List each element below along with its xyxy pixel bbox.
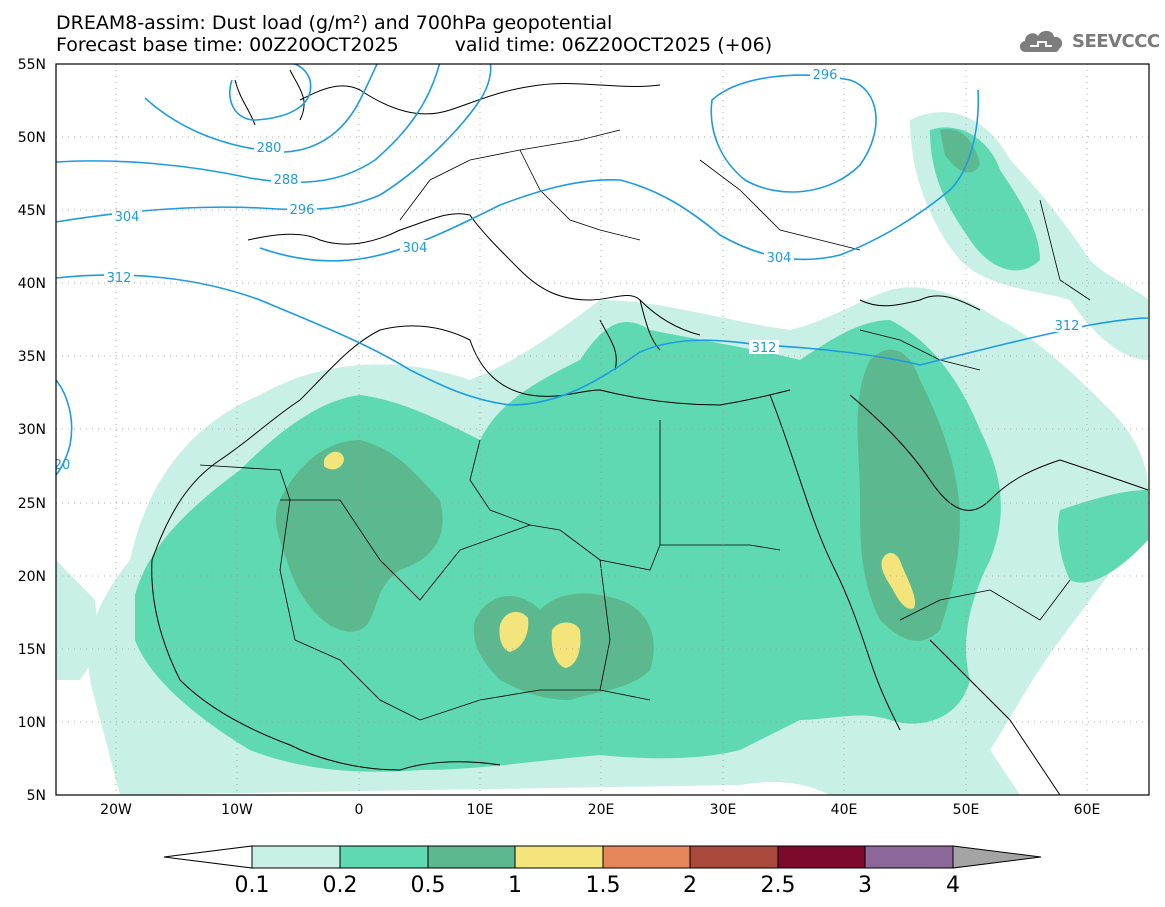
longitude-axis: 20W 10W 0 10E 20E 30E 40E 50E 60E bbox=[100, 802, 1100, 818]
lon-label: 60E bbox=[1074, 802, 1101, 818]
contour-label: 280 bbox=[257, 141, 282, 156]
forecast-base-time: Forecast base time: 00Z20OCT2025 bbox=[56, 34, 399, 56]
colorbar-segment bbox=[602, 845, 691, 869]
contour-labels: 280 288 296 304 304 312 296 304 312 312 … bbox=[54, 68, 1082, 473]
gridlines bbox=[56, 64, 1149, 795]
lat-label: 20N bbox=[18, 569, 46, 585]
lat-label: 10N bbox=[18, 715, 46, 731]
contour-label: 288 bbox=[274, 173, 299, 188]
logo-text: SEEVCCC bbox=[1072, 30, 1160, 52]
lon-label: 20W bbox=[100, 802, 132, 818]
contour-label: 304 bbox=[767, 251, 792, 266]
lon-label: 40E bbox=[831, 802, 858, 818]
colorbar-label: 1.5 bbox=[586, 873, 621, 898]
contour-label: 304 bbox=[115, 210, 140, 225]
lon-label: 30E bbox=[710, 802, 737, 818]
colorbar-label: 0.2 bbox=[323, 873, 358, 898]
time-info: Forecast base time: 00Z20OCT2025 valid ti… bbox=[56, 34, 772, 56]
contour-label: 20 bbox=[54, 458, 71, 473]
country-borders bbox=[199, 129, 1091, 721]
colorbar-labels: 0.1 0.2 0.5 1 1.5 2 2.5 3 4 bbox=[235, 873, 961, 898]
valid-time: valid time: 06Z20OCT2025 (+06) bbox=[454, 34, 773, 56]
map-frame bbox=[55, 63, 1150, 796]
coastlines bbox=[151, 69, 1149, 795]
colorbar-label: 2.5 bbox=[761, 873, 796, 898]
lat-label: 35N bbox=[18, 349, 46, 365]
lon-label: 10E bbox=[467, 802, 494, 818]
geopotential-contours bbox=[56, 64, 1149, 476]
colorbar bbox=[163, 845, 1042, 869]
colorbar-segment bbox=[427, 845, 516, 869]
colorbar-segment bbox=[777, 845, 866, 869]
lat-label: 45N bbox=[18, 203, 46, 219]
colorbar-label: 0.1 bbox=[235, 873, 270, 898]
lat-label: 30N bbox=[18, 422, 46, 438]
lon-label: 0 bbox=[355, 802, 364, 818]
lat-label: 25N bbox=[18, 496, 46, 512]
colorbar-segment bbox=[514, 845, 604, 869]
colorbar-segment bbox=[339, 845, 429, 869]
lat-label: 15N bbox=[18, 642, 46, 658]
lat-label: 50N bbox=[18, 130, 46, 146]
contour-label: 312 bbox=[107, 271, 132, 286]
cloud-icon bbox=[1019, 30, 1063, 52]
lat-label: 40N bbox=[18, 276, 46, 292]
contour-label: 304 bbox=[403, 241, 428, 256]
lon-label: 20E bbox=[588, 802, 615, 818]
colorbar-label: 3 bbox=[858, 873, 872, 898]
colorbar-label: 0.5 bbox=[411, 873, 446, 898]
seevccc-logo: SEEVCCC bbox=[1016, 24, 1160, 58]
contour-label: 312 bbox=[752, 341, 777, 356]
colorbar-label: 4 bbox=[946, 873, 960, 898]
colorbar-segment bbox=[689, 845, 779, 869]
colorbar-label: 2 bbox=[683, 873, 697, 898]
lon-label: 50E bbox=[953, 802, 980, 818]
chart-title: DREAM8-assim: Dust load (g/m²) and 700hP… bbox=[56, 12, 613, 34]
contour-label: 296 bbox=[813, 68, 838, 83]
contour-label: 312 bbox=[1055, 319, 1080, 334]
colorbar-high-arrow bbox=[952, 845, 1042, 869]
colorbar-label: 1 bbox=[508, 873, 522, 898]
colorbar-segment bbox=[864, 845, 954, 869]
lon-label: 10W bbox=[221, 802, 253, 818]
colorbar-segment bbox=[251, 845, 341, 869]
colorbar-low-arrow bbox=[163, 845, 253, 869]
contour-label: 296 bbox=[290, 203, 315, 218]
lat-label: 55N bbox=[18, 57, 46, 73]
lat-label: 5N bbox=[27, 788, 46, 804]
latitude-axis: 55N 50N 45N 40N 35N 30N 25N 20N 15N 10N … bbox=[18, 57, 46, 804]
dust-level-1 bbox=[324, 451, 916, 668]
